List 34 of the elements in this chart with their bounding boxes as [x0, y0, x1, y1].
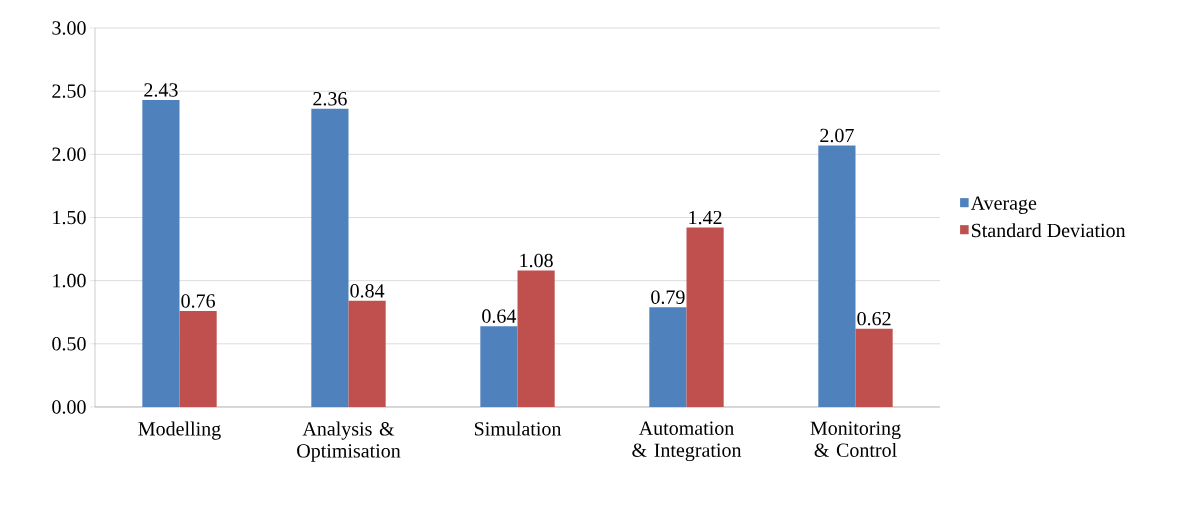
data-label: 1.08 [520, 253, 553, 268]
y-tick-label: 2.00 [52, 147, 86, 162]
x-tick-label: Automation & Integration [632, 421, 742, 462]
x-tick-label: Modelling [138, 421, 221, 440]
bar [142, 100, 180, 407]
y-tick-label: 2.50 [52, 84, 86, 98]
bar [311, 108, 349, 407]
bar [649, 307, 687, 407]
data-label: 2.07 [820, 128, 854, 143]
y-tick-label: 1.50 [53, 210, 86, 225]
x-tick-label: Monitoring & Control [810, 421, 901, 457]
data-label: 2.36 [313, 92, 347, 106]
data-label: 2.43 [144, 83, 178, 97]
y-tick-label: 0.50 [52, 337, 86, 351]
x-tick-label: Analysis & Optimisation [297, 421, 401, 462]
y-tick-label: 0.00 [52, 400, 86, 414]
data-label: 0.76 [181, 294, 216, 308]
y-tick-label: 3.00 [52, 21, 86, 35]
bar [348, 300, 386, 407]
bar [480, 326, 518, 407]
bar [179, 310, 217, 407]
data-label: 0.84 [350, 284, 385, 298]
x-tick-label: Simulation [474, 421, 562, 436]
bar [855, 328, 893, 407]
bar [686, 227, 724, 407]
legend-label: Average [970, 196, 1037, 214]
data-label: 0.62 [857, 311, 891, 326]
legend-label: Standard Deviation [971, 223, 1126, 238]
bar [517, 270, 555, 407]
bar [818, 145, 856, 407]
data-label: 0.79 [651, 290, 685, 304]
data-label: 0.64 [482, 309, 517, 323]
y-tick-label: 1.00 [53, 273, 86, 288]
data-label: 1.42 [689, 210, 722, 225]
